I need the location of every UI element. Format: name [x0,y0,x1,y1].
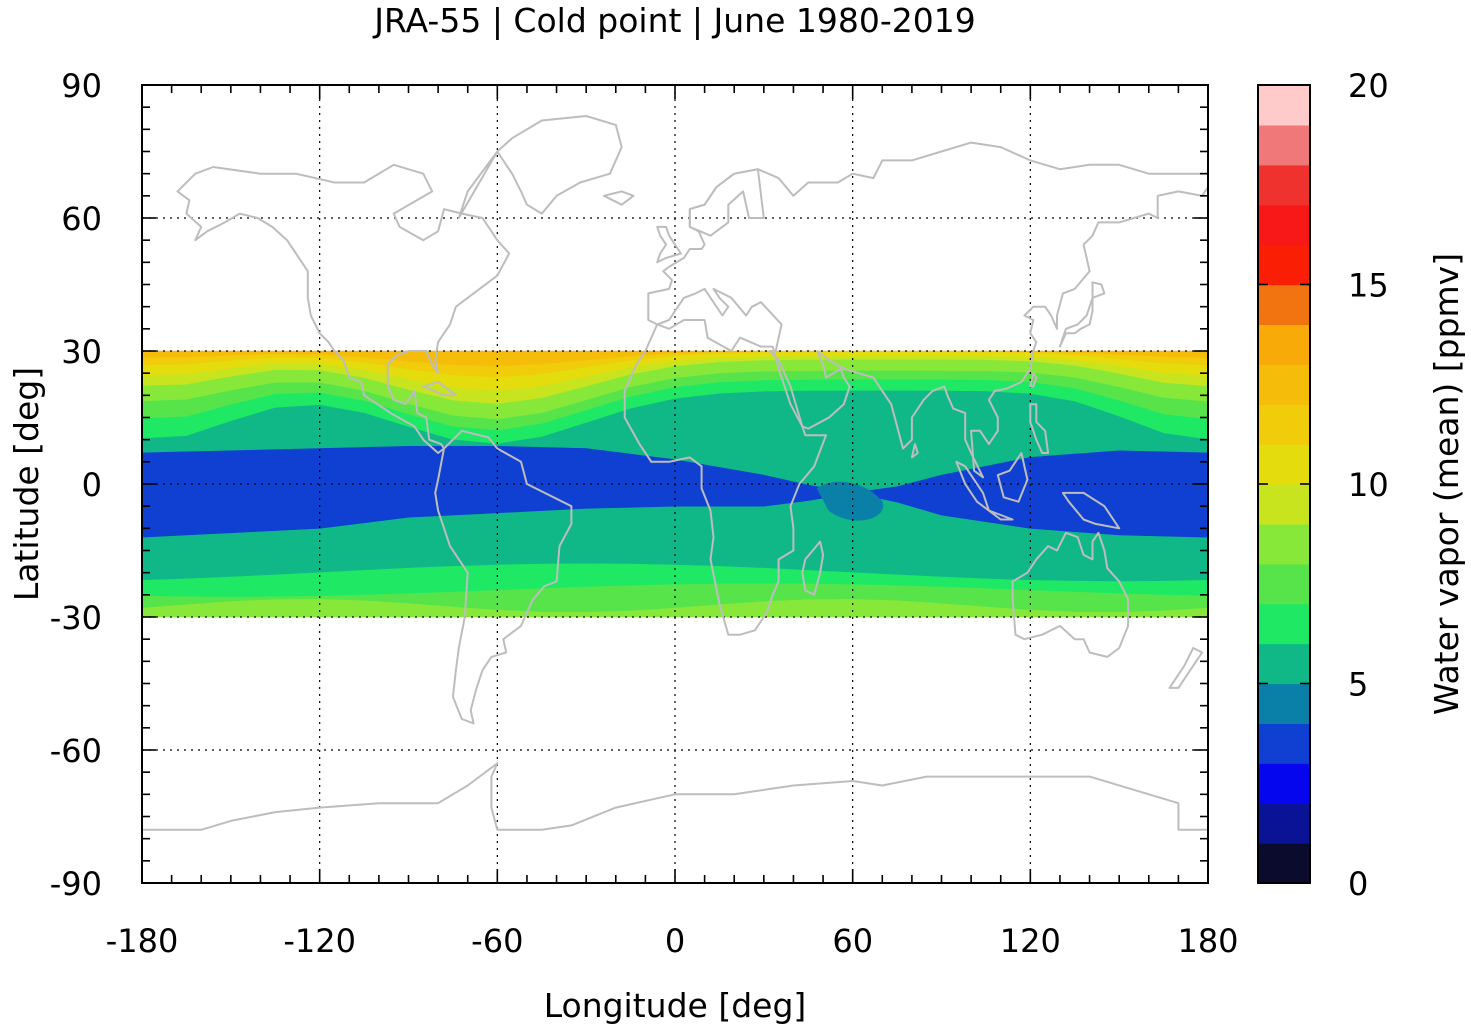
x-tick-labels: -180 -120 -60 0 60 120 180 [106,922,1239,960]
colorbar-tick-label: 5 [1348,666,1368,704]
coastline-madagascar [801,540,825,596]
colorbar-swatch [1258,643,1310,685]
colorbar-frame [1257,84,1311,884]
colorbar-swatch [1258,284,1310,325]
colorbar-swatch [1258,763,1310,804]
water-vapor-field [142,350,1208,618]
coastline-borneo [996,452,1029,503]
coastline-cuba [422,381,457,397]
y-tick-label: -90 [50,865,102,903]
y-tick-label: 90 [61,67,102,105]
x-tick-label: 60 [832,922,873,960]
coastline-australia [1011,531,1130,658]
plot-frame [141,84,1209,884]
grid-lines [142,85,1208,883]
colorbar-swatch [1258,244,1310,286]
colorbar-tick-label: 10 [1348,466,1389,504]
colorbar-label: Water vapor (mean) [ppmv] [1427,253,1466,715]
colorbar-swatch [1258,603,1310,645]
field-band [816,481,884,521]
colorbar-swatch [1258,523,1310,565]
coastline-philippines [1029,403,1050,454]
y-tick-labels: 90 60 30 0 -30 -60 -90 [50,67,102,903]
x-axis-label: Longitude [deg] [544,986,807,1025]
colorbar-swatch [1258,563,1310,605]
colorbar-swatch [1258,364,1310,405]
x-tick-label: 180 [1177,922,1238,960]
colorbar-swatch [1258,484,1310,525]
y-tick-label: -60 [50,732,102,770]
y-tick-label: 30 [61,333,102,371]
colorbar-tick-label: 0 [1348,865,1368,903]
colorbar-swatch [1258,803,1310,844]
colorbar-swatches [1258,85,1310,884]
y-tick-label: -30 [50,599,102,637]
colorbar-swatch [1258,324,1310,365]
coastline-taiwan [1029,372,1038,388]
colorbar-swatch [1258,124,1310,166]
colorbar-swatch [1258,404,1310,445]
x-tick-label: 0 [665,922,685,960]
coastline-japan [1058,296,1094,348]
colorbar-swatch [1258,843,1310,884]
colorbar-tick-label: 20 [1348,67,1389,105]
colorbar-swatch [1258,444,1310,485]
colorbar-swatch [1258,723,1310,764]
chart-title: JRA-55 | Cold point | June 1980-2019 [372,1,976,40]
colorbar-swatch [1258,85,1310,126]
colorbar-swatch [1258,683,1310,724]
x-tick-label: 120 [1000,922,1061,960]
y-tick-label: 60 [61,200,102,238]
coastline-sri-lanka [910,443,919,459]
y-tick-label: 0 [82,466,102,504]
coastline-scandinavia [688,168,765,237]
colorbar-swatch [1258,204,1310,246]
x-tick-label: -60 [471,922,523,960]
coastline-new-zealand [1168,647,1204,689]
coastline-britain [656,225,682,264]
colorbar-tick-labels: 20 15 10 5 0 [1348,67,1389,903]
colorbar-tick-label: 15 [1348,267,1389,305]
coastline-iceland [602,190,635,206]
coastline-antarctica [142,762,1208,831]
coastline-hokkaido [1091,281,1106,299]
coastline-greenland [457,115,623,219]
axis-ticks [141,84,1209,884]
colorbar: 20 15 10 5 0 Water vapor (mean) [ppmv] [1257,67,1466,903]
coastline-new-guinea [1061,491,1121,530]
field-band [142,599,1208,618]
y-axis-label: Latitude [deg] [7,367,46,601]
coastline-africa [623,319,827,636]
x-tick-label: -180 [106,922,179,960]
coastline-java [987,509,1014,521]
coastline-south-america [434,429,573,725]
colorbar-swatch [1258,164,1310,206]
x-tick-label: -120 [283,922,356,960]
coastline-north-america [176,163,511,454]
coastline-eurasia [647,141,1208,479]
coastlines [142,115,1208,831]
